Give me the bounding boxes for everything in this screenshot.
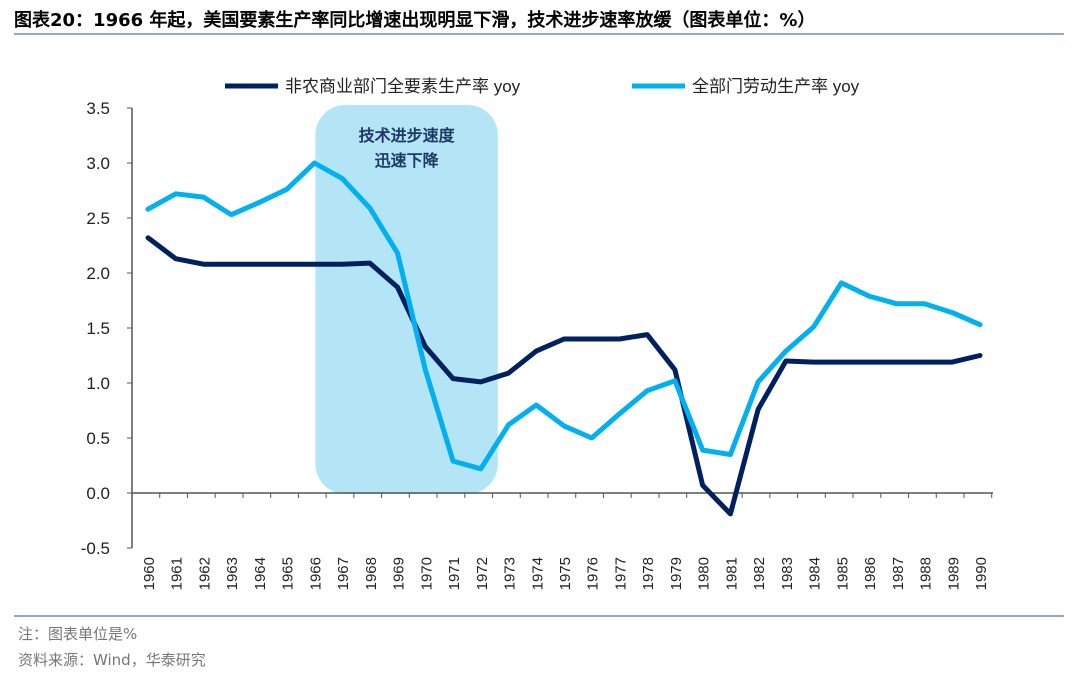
series-line-1	[145, 235, 983, 517]
x-tick-label: 1964	[252, 557, 269, 590]
title-divider	[14, 33, 1064, 35]
x-tick-label: 1961	[169, 557, 186, 590]
x-tick-label: 1978	[640, 557, 657, 590]
x-tick-label: 1979	[668, 557, 685, 590]
x-tick-label: 1971	[446, 557, 463, 590]
x-tick-label: 1974	[529, 557, 546, 590]
footnote: 注：图表单位是%	[18, 625, 138, 643]
x-tick-label: 1975	[557, 557, 574, 590]
x-tick-label: 1980	[696, 557, 713, 590]
x-tick-label: 1983	[779, 557, 796, 590]
x-tick-label: 1986	[862, 557, 879, 590]
legend-label-2: 全部门劳动生产率 yoy	[692, 77, 860, 96]
figure-title: 图表20：1966 年起，美国要素生产率同比增速出现明显下滑，技术进步速率放缓（…	[14, 10, 816, 31]
legend-label-1: 非农商业部门全要素生产率 yoy	[285, 77, 521, 96]
x-tick-label: 1990	[973, 557, 990, 590]
x-tick-label: 1960	[141, 557, 158, 590]
annotation-text: 技术进步速度	[359, 126, 456, 145]
x-tick-label: 1963	[224, 557, 241, 590]
x-tick-label: 1962	[196, 557, 213, 590]
x-tick-label: 1988	[918, 557, 935, 590]
x-tick-label: 1973	[502, 557, 519, 590]
x-tick-label: 1984	[807, 557, 824, 590]
x-tick-label: 1967	[335, 557, 352, 590]
x-tick-label: 1977	[612, 557, 629, 590]
y-tick-label: -0.5	[81, 539, 110, 558]
x-tick-label: 1965	[280, 557, 297, 590]
y-tick-label: 2.0	[86, 264, 110, 283]
y-tick-label: 1.5	[86, 319, 110, 338]
x-tick-label: 1981	[723, 557, 740, 590]
source-note: 资料来源：Wind，华泰研究	[18, 651, 206, 669]
x-tick-label: 1985	[834, 557, 851, 590]
y-tick-label: 2.5	[86, 209, 110, 228]
x-tick-label: 1969	[391, 557, 408, 590]
x-tick-label: 1968	[363, 557, 380, 590]
x-tick-label: 1966	[307, 557, 324, 590]
footer-divider	[14, 615, 1064, 617]
y-tick-label: 0.0	[86, 484, 110, 503]
annotation-text: 迅速下降	[375, 151, 440, 170]
x-tick-label: 1972	[474, 557, 491, 590]
x-tick-label: 1987	[890, 557, 907, 590]
series-line-2	[145, 160, 983, 472]
x-tick-label: 1989	[945, 557, 962, 590]
x-tick-label: 1970	[418, 557, 435, 590]
y-tick-label: 3.5	[86, 99, 110, 118]
x-tick-label: 1982	[751, 557, 768, 590]
y-tick-label: 3.0	[86, 154, 110, 173]
x-tick-label: 1976	[585, 557, 602, 590]
y-tick-label: 0.5	[86, 429, 110, 448]
y-tick-label: 1.0	[86, 374, 110, 393]
